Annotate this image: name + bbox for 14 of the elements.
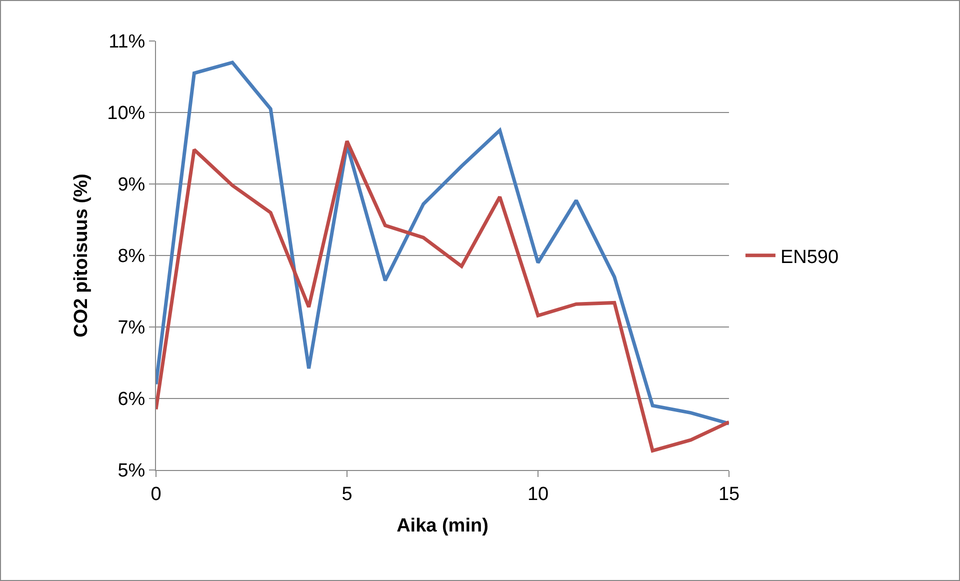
y-tick-label: 10%	[107, 103, 146, 124]
x-tick-label: 0	[150, 484, 162, 505]
legend-label: EN590	[780, 246, 839, 268]
x-tick-label: 10	[527, 484, 549, 505]
y-tick-label: 5%	[118, 460, 146, 482]
y-axis-title: CO2 pitoisuus (%)	[71, 174, 92, 338]
x-tick-label: 15	[718, 484, 740, 505]
x-tick-label: 5	[342, 484, 352, 505]
y-tick-label: 8%	[118, 246, 146, 268]
y-tick-label: 7%	[118, 318, 146, 339]
y-tick-label: 9%	[118, 174, 146, 196]
x-axis-title: Aika (min)	[396, 516, 488, 537]
y-tick-label: 6%	[118, 389, 146, 410]
y-tick-label: 11%	[108, 32, 146, 53]
